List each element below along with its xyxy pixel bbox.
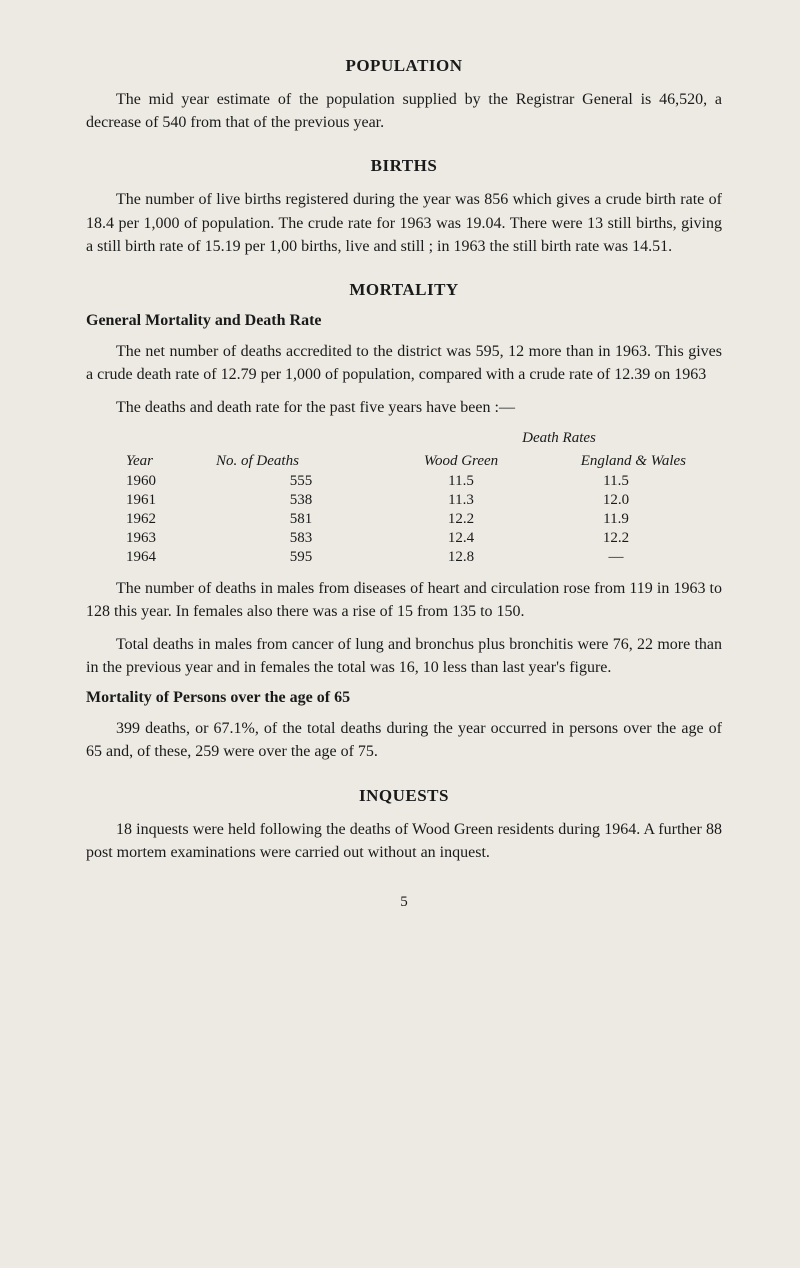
para-mortality-4: Total deaths in males from cancer of lun…: [86, 633, 722, 679]
cell-wood-green: 11.3: [386, 491, 536, 510]
cell-wood-green: 11.5: [386, 472, 536, 491]
para-births-1: The number of live births registered dur…: [86, 188, 722, 258]
cell-deaths: 583: [216, 529, 386, 548]
cell-year: 1960: [126, 472, 216, 491]
death-rates-table: Death Rates Year No. of Deaths Wood Gree…: [126, 430, 722, 567]
subheading-general-mortality: General Mortality and Death Rate: [86, 312, 722, 330]
heading-inquests: INQUESTS: [86, 786, 722, 806]
cell-england-wales: 12.2: [536, 529, 696, 548]
table-row: 1964 595 12.8 —: [126, 548, 696, 567]
document-page: POPULATION The mid year estimate of the …: [0, 0, 800, 941]
para-mortality-1: The net number of deaths accredited to t…: [86, 340, 722, 386]
table: Year No. of Deaths Wood Green England & …: [126, 451, 696, 567]
cell-england-wales: 12.0: [536, 491, 696, 510]
table-super-header: Death Rates: [396, 430, 722, 447]
th-year: Year: [126, 451, 216, 472]
th-england-wales: England & Wales: [536, 451, 696, 472]
cell-england-wales: 11.9: [536, 510, 696, 529]
page-number: 5: [86, 894, 722, 911]
cell-deaths: 538: [216, 491, 386, 510]
th-wood-green: Wood Green: [386, 451, 536, 472]
cell-deaths: 555: [216, 472, 386, 491]
para-mortality-2: The deaths and death rate for the past f…: [86, 396, 722, 419]
cell-wood-green: 12.4: [386, 529, 536, 548]
heading-mortality: MORTALITY: [86, 280, 722, 300]
cell-england-wales: —: [536, 548, 696, 567]
cell-deaths: 581: [216, 510, 386, 529]
para-mortality-3: The number of deaths in males from disea…: [86, 577, 722, 623]
cell-year: 1964: [126, 548, 216, 567]
heading-births: BIRTHS: [86, 156, 722, 176]
table-row: 1963 583 12.4 12.2: [126, 529, 696, 548]
cell-wood-green: 12.8: [386, 548, 536, 567]
th-deaths: No. of Deaths: [216, 451, 386, 472]
table-header-row: Year No. of Deaths Wood Green England & …: [126, 451, 696, 472]
cell-year: 1962: [126, 510, 216, 529]
para-population-1: The mid year estimate of the population …: [86, 88, 722, 134]
heading-population: POPULATION: [86, 56, 722, 76]
cell-england-wales: 11.5: [536, 472, 696, 491]
table-row: 1961 538 11.3 12.0: [126, 491, 696, 510]
para-inquests-1: 18 inquests were held following the deat…: [86, 818, 722, 864]
table-row: 1962 581 12.2 11.9: [126, 510, 696, 529]
cell-deaths: 595: [216, 548, 386, 567]
table-row: 1960 555 11.5 11.5: [126, 472, 696, 491]
cell-year: 1961: [126, 491, 216, 510]
cell-wood-green: 12.2: [386, 510, 536, 529]
para-mortality-5: 399 deaths, or 67.1%, of the total death…: [86, 717, 722, 763]
subheading-mortality-over-65: Mortality of Persons over the age of 65: [86, 689, 722, 707]
cell-year: 1963: [126, 529, 216, 548]
